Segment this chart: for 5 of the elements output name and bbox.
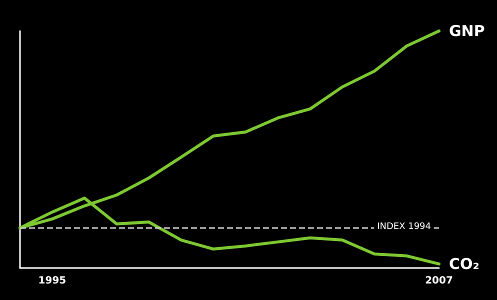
x-tick-label: 1995 [38,276,66,286]
series-label: GNP [449,22,485,40]
series-label: CO₂ [449,254,480,273]
x-tick-label: 2007 [425,276,453,286]
ref-line-label: INDEX 1994 [377,222,432,232]
